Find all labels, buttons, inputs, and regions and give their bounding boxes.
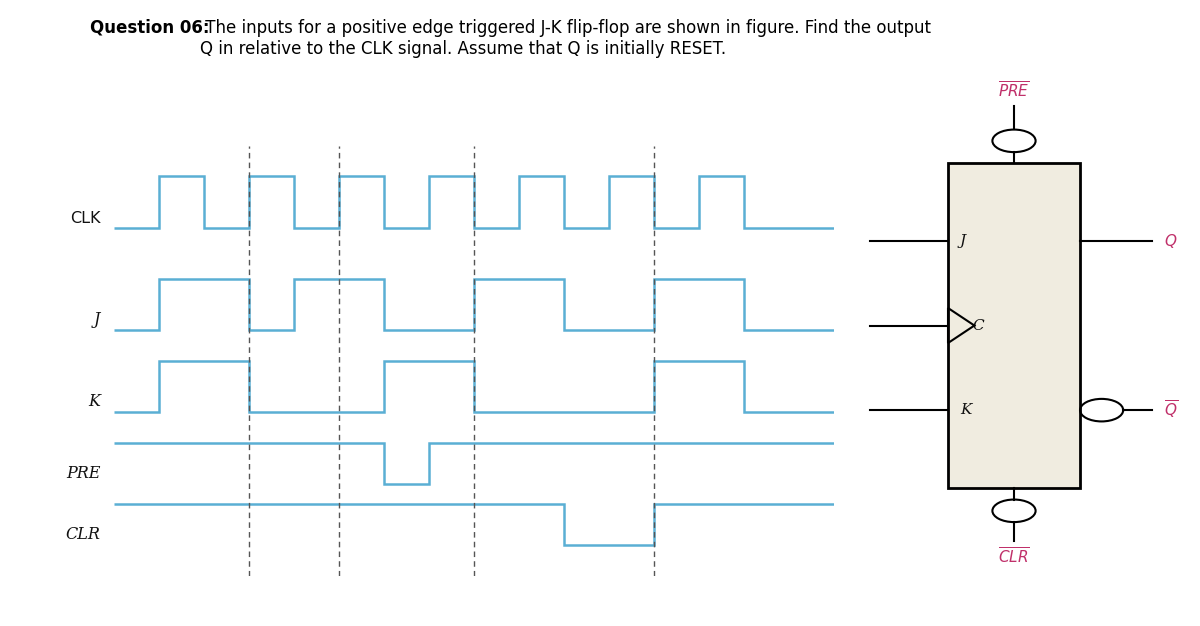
Text: C: C xyxy=(972,319,984,332)
Text: $\overline{Q}$: $\overline{Q}$ xyxy=(1164,399,1178,421)
Text: J: J xyxy=(94,311,101,328)
Text: PRE: PRE xyxy=(66,464,101,481)
Text: CLR: CLR xyxy=(66,526,101,543)
Text: $Q$: $Q$ xyxy=(1164,232,1177,250)
Text: K: K xyxy=(960,403,971,417)
Text: The inputs for a positive edge triggered J-K flip-flop are shown in figure. Find: The inputs for a positive edge triggered… xyxy=(200,19,931,58)
Bar xyxy=(948,163,1080,488)
Text: J: J xyxy=(960,234,966,248)
Text: K: K xyxy=(89,393,101,410)
Text: $\overline{PRE}$: $\overline{PRE}$ xyxy=(998,81,1030,101)
Text: $\overline{CLR}$: $\overline{CLR}$ xyxy=(998,547,1030,567)
Text: CLK: CLK xyxy=(70,210,101,225)
Text: Question 06:: Question 06: xyxy=(90,19,210,37)
